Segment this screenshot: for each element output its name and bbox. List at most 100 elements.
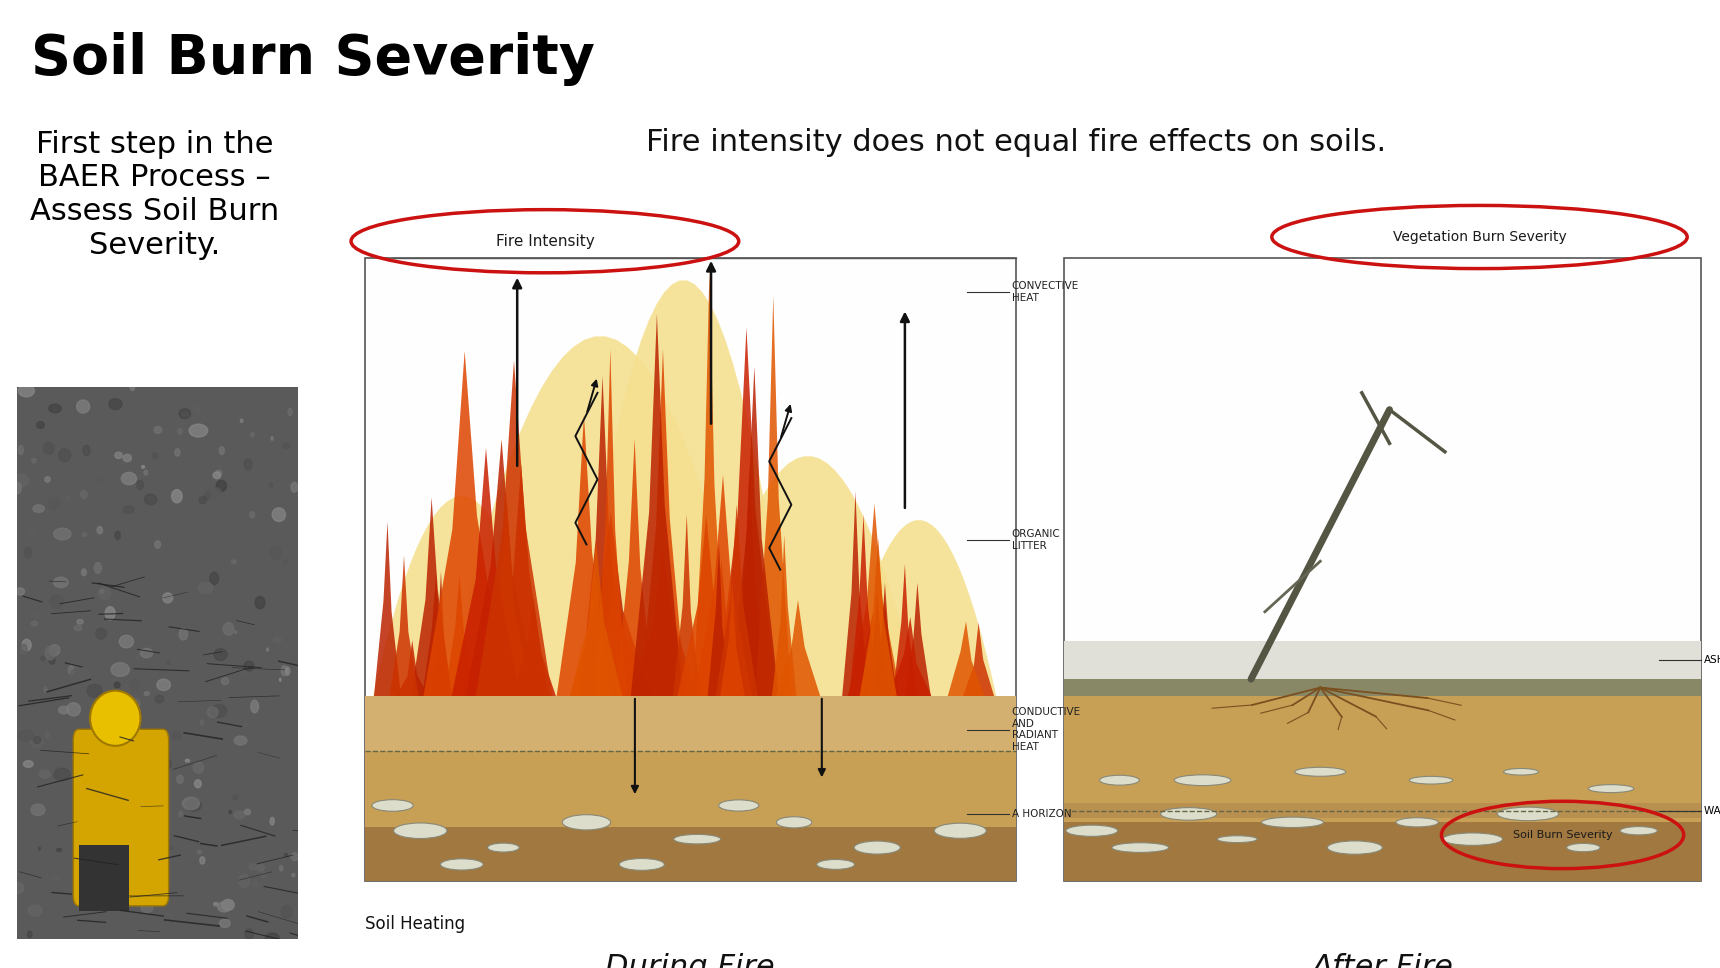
Ellipse shape: [50, 645, 60, 655]
Ellipse shape: [93, 742, 100, 755]
Ellipse shape: [71, 668, 89, 681]
Ellipse shape: [141, 408, 150, 416]
Ellipse shape: [1175, 774, 1232, 786]
Ellipse shape: [175, 449, 181, 456]
Ellipse shape: [72, 665, 77, 672]
Ellipse shape: [98, 588, 110, 599]
Ellipse shape: [36, 613, 40, 617]
Ellipse shape: [84, 744, 93, 756]
Ellipse shape: [177, 429, 182, 435]
Text: First step in the
BAER Process –
Assess Soil Burn
Severity.: First step in the BAER Process – Assess …: [31, 130, 279, 259]
Ellipse shape: [72, 754, 79, 763]
Ellipse shape: [138, 867, 141, 873]
Ellipse shape: [28, 931, 33, 938]
Polygon shape: [772, 535, 796, 696]
Polygon shape: [872, 602, 898, 696]
Polygon shape: [494, 465, 549, 696]
Ellipse shape: [96, 628, 107, 639]
Ellipse shape: [139, 765, 146, 772]
Ellipse shape: [141, 904, 153, 913]
Polygon shape: [963, 622, 994, 696]
Ellipse shape: [282, 443, 291, 448]
Ellipse shape: [222, 899, 234, 911]
Ellipse shape: [232, 796, 237, 800]
Ellipse shape: [198, 583, 213, 593]
Polygon shape: [569, 542, 623, 696]
Ellipse shape: [151, 861, 157, 866]
Text: A HORIZON: A HORIZON: [1011, 809, 1072, 819]
Ellipse shape: [45, 733, 50, 738]
Ellipse shape: [48, 657, 55, 664]
Ellipse shape: [29, 736, 43, 748]
Ellipse shape: [224, 622, 234, 635]
Polygon shape: [373, 522, 401, 696]
Ellipse shape: [122, 505, 134, 514]
Ellipse shape: [148, 879, 153, 885]
Ellipse shape: [213, 649, 227, 660]
Text: WATER REPELLENT LAYER: WATER REPELLENT LAYER: [1705, 805, 1720, 815]
Ellipse shape: [1099, 775, 1139, 785]
Ellipse shape: [270, 817, 273, 825]
Ellipse shape: [33, 505, 45, 512]
Ellipse shape: [292, 873, 294, 877]
Polygon shape: [716, 504, 757, 696]
Ellipse shape: [88, 684, 101, 697]
Ellipse shape: [48, 405, 62, 412]
Ellipse shape: [155, 427, 162, 434]
Ellipse shape: [67, 496, 71, 499]
Ellipse shape: [1503, 769, 1539, 775]
Ellipse shape: [96, 799, 110, 807]
Ellipse shape: [31, 621, 38, 626]
Ellipse shape: [77, 620, 83, 624]
Ellipse shape: [124, 848, 138, 859]
Ellipse shape: [112, 663, 129, 677]
Polygon shape: [571, 512, 652, 696]
Ellipse shape: [234, 631, 237, 633]
Ellipse shape: [124, 454, 131, 462]
FancyBboxPatch shape: [365, 827, 1017, 881]
Ellipse shape: [141, 466, 144, 469]
Ellipse shape: [222, 678, 229, 684]
Ellipse shape: [234, 811, 244, 819]
Ellipse shape: [1111, 843, 1168, 853]
Ellipse shape: [291, 482, 298, 492]
Polygon shape: [640, 349, 686, 696]
Ellipse shape: [230, 426, 237, 433]
Ellipse shape: [934, 823, 986, 838]
Polygon shape: [860, 538, 896, 696]
Ellipse shape: [114, 728, 120, 733]
Polygon shape: [863, 590, 891, 696]
Ellipse shape: [19, 445, 24, 455]
Ellipse shape: [239, 668, 248, 675]
Text: CONDUCTIVE
AND
RADIANT
HEAT: CONDUCTIVE AND RADIANT HEAT: [1011, 708, 1080, 752]
Ellipse shape: [144, 470, 148, 475]
Polygon shape: [776, 600, 820, 696]
Polygon shape: [581, 580, 652, 696]
Ellipse shape: [200, 857, 205, 864]
Ellipse shape: [200, 720, 203, 725]
Polygon shape: [702, 560, 741, 696]
Ellipse shape: [50, 594, 64, 608]
Ellipse shape: [144, 494, 157, 504]
Ellipse shape: [131, 384, 134, 390]
Ellipse shape: [98, 477, 105, 481]
Ellipse shape: [114, 682, 120, 688]
Ellipse shape: [205, 492, 210, 499]
Ellipse shape: [1409, 776, 1453, 784]
Ellipse shape: [234, 736, 248, 745]
Ellipse shape: [144, 691, 150, 695]
Ellipse shape: [267, 648, 268, 651]
Ellipse shape: [81, 569, 86, 576]
Ellipse shape: [179, 628, 187, 640]
Ellipse shape: [57, 848, 62, 852]
Polygon shape: [511, 598, 556, 696]
Polygon shape: [573, 281, 795, 696]
Text: Soil Burn Severity: Soil Burn Severity: [1514, 830, 1612, 840]
Ellipse shape: [45, 647, 55, 660]
FancyBboxPatch shape: [1065, 696, 1701, 881]
Polygon shape: [721, 585, 745, 696]
Ellipse shape: [157, 680, 170, 690]
Ellipse shape: [217, 480, 227, 492]
Polygon shape: [423, 350, 506, 696]
Ellipse shape: [177, 418, 184, 430]
